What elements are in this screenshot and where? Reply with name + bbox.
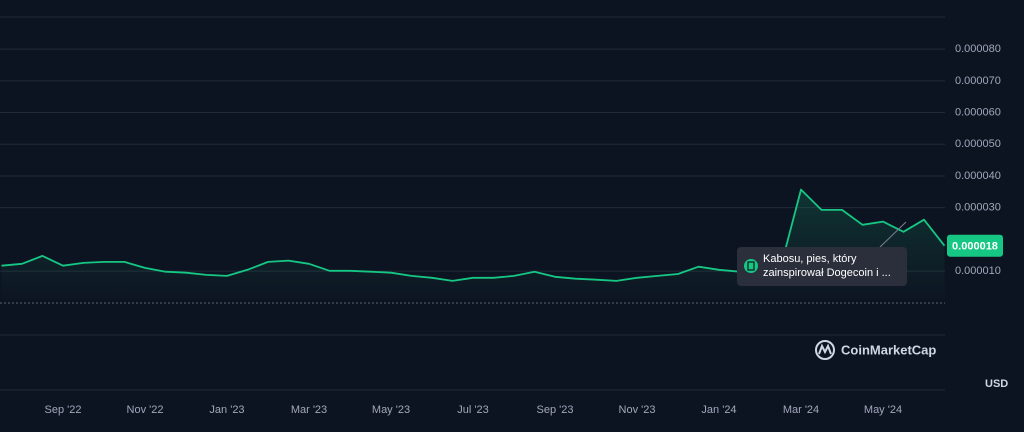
price-line	[1, 188, 946, 282]
logo-mark	[818, 343, 832, 355]
x-tick-label: Mar '23	[291, 404, 327, 416]
annotation-text: zainspirował Dogecoin i ...	[763, 267, 891, 279]
annotation-connector	[879, 221, 907, 248]
x-tick-label: Jul '23	[457, 404, 488, 416]
x-tick-label: Mar '24	[783, 404, 819, 416]
annotation-icon	[744, 259, 758, 273]
price-area	[1, 189, 945, 303]
y-tick-label: 0.000060	[955, 106, 1001, 118]
y-tick-label: 0.000080	[955, 43, 1001, 55]
current-price-label: 0.000018	[952, 241, 998, 253]
y-tick-label: 0.000070	[955, 75, 1001, 87]
x-tick-label: Sep '23	[537, 404, 574, 416]
y-tick-label: 0.000030	[955, 202, 1001, 214]
plot: 0.000010 0.000030 0.000040 0.000050 0.000060…	[0, 43, 1001, 416]
watermark-text: CoinMarketCap	[841, 342, 936, 357]
x-tick-label: May '24	[864, 404, 902, 416]
watermark: CoinMarketCap	[815, 340, 936, 360]
annotation: Kabosu, pies, który zainspirował Dogecoi…	[737, 221, 907, 286]
annotation-icon-glyph	[747, 261, 755, 271]
x-tick-label: Jan '24	[701, 404, 736, 416]
annotation-text: Kabosu, pies, który	[763, 253, 857, 265]
current-price-tag	[947, 234, 1003, 257]
y-tick-label: 0.000040	[955, 170, 1001, 182]
x-tick-label: Nov '22	[127, 404, 164, 416]
y-tick-label: 0.000050	[955, 138, 1001, 150]
currency-label: USD	[985, 378, 1008, 390]
x-tick-label: Nov '23	[619, 404, 656, 416]
annotation-box	[737, 247, 907, 286]
x-tick-label: Sep '22	[45, 404, 82, 416]
y-tick-label: 0.000010	[955, 265, 1001, 277]
x-tick-label: May '23	[372, 404, 410, 416]
x-tick-label: Jan '23	[209, 404, 244, 416]
logo	[815, 340, 835, 360]
